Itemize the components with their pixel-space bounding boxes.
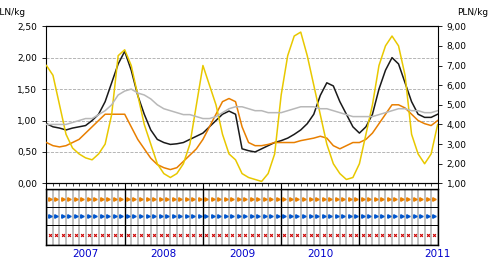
Text: 2007: 2007 xyxy=(72,249,99,259)
Text: 2009: 2009 xyxy=(228,249,255,259)
Text: PLN/kg: PLN/kg xyxy=(456,8,488,17)
Text: PLN/kg: PLN/kg xyxy=(0,8,25,17)
Text: 2010: 2010 xyxy=(306,249,333,259)
Text: 2008: 2008 xyxy=(150,249,177,259)
Text: 2011: 2011 xyxy=(424,249,450,259)
